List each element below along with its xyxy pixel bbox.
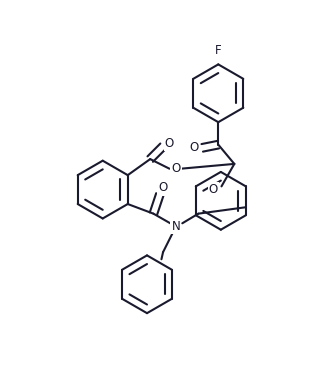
Text: O: O: [165, 136, 174, 149]
Text: O: O: [209, 183, 218, 196]
Text: O: O: [190, 142, 199, 154]
Text: O: O: [171, 162, 180, 175]
Text: N: N: [171, 220, 180, 233]
Text: O: O: [159, 181, 168, 194]
Text: F: F: [215, 44, 221, 57]
